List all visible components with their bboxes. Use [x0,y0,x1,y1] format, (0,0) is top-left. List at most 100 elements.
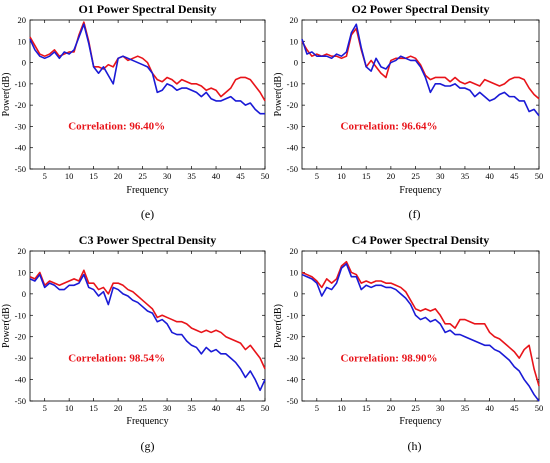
chart-1-series-0-line [301,27,540,100]
chart-0-xtick-label: 50 [261,171,270,181]
chart-1-xtick-label: 30 [436,171,445,181]
chart-0-caption: (e) [141,207,154,221]
chart-2-ytick-label: -20 [15,332,26,342]
chart-1-xtick-label: 10 [337,171,346,181]
chart-2-ytick-label: -50 [15,396,26,406]
chart-1-ytick-label: -20 [287,100,298,110]
chart-2-ytick-label: -30 [15,353,26,363]
chart-2-ylabel: Power(dB) [1,304,12,348]
chart-3-ytick-label: 0 [294,289,298,299]
chart-3-caption: (h) [408,439,422,453]
chart-3-xlabel: Frequency [399,416,441,427]
chart-2-xtick-label: 20 [114,403,123,413]
chart-3-ytick-label: -10 [287,310,298,320]
chart-2-xtick-label: 35 [187,403,196,413]
chart-0-correlation-annotation: Correlation: 96.40% [68,121,165,133]
chart-0-xlabel: Frequency [126,185,168,196]
chart-3-ytick-label: -40 [287,375,298,385]
chart-0-xtick-label: 10 [65,171,74,181]
chart-0-ytick-label: -20 [15,100,26,110]
chart-3-series-1-line [301,263,540,402]
chart-2-xtick-label: 15 [89,403,98,413]
chart-3-ytick-label: -20 [287,332,298,342]
chart-2: C3 Power Spectral Density 5 10 15 20 25 30 35 40… [1,233,269,453]
chart-2-ytick-label: 20 [18,246,27,256]
chart-0-ytick-label: -10 [15,79,26,89]
chart-3-xtick-label: 20 [387,403,396,413]
chart-1-caption: (f) [409,207,421,221]
chart-0: O1 Power Spectral Density 5 10 15 20 25 30 35 40… [1,2,269,221]
chart-1-xtick-label: 15 [362,171,371,181]
chart-0-series-0-line [29,21,266,102]
chart-3-ytick-label: 10 [290,267,299,277]
chart-1-ytick-label: -40 [287,143,298,153]
chart-2-xtick-label: 50 [261,403,270,413]
chart-3-xtick-label: 35 [461,403,470,413]
chart-2-plot-frame [29,250,266,402]
chart-1: O2 Power Spectral Density 5 10 15 20 25 30 35 40… [273,2,543,221]
chart-2-title: C3 Power Spectral Density [79,233,216,247]
chart-0-title: O1 Power Spectral Density [78,2,216,16]
chart-2-caption: (g) [141,439,155,453]
chart-1-ytick-label: -50 [287,164,298,174]
chart-0-ylabel: Power(dB) [1,73,12,117]
chart-3-xtick-label: 30 [436,403,445,413]
chart-3-xtick-label: 40 [485,403,494,413]
chart-0-ytick-label: -30 [15,121,26,131]
chart-0-xtick-label: 45 [236,171,245,181]
chart-1-xtick-label: 5 [315,171,319,181]
chart-3-ytick-label: -50 [287,396,298,406]
chart-0-ytick-label: -50 [15,164,26,174]
chart-0-xtick-label: 15 [89,171,98,181]
chart-1-xtick-label: 50 [535,171,544,181]
chart-0-ytick-label: 10 [18,36,27,46]
chart-3-xtick-label: 25 [411,403,420,413]
chart-2-xlabel: Frequency [126,416,168,427]
chart-0-ytick-label: -40 [15,143,26,153]
chart-2-xtick-label: 30 [163,403,172,413]
chart-3-ytick-label: -30 [287,353,298,363]
chart-2-xtick-label: 25 [138,403,147,413]
chart-2-ytick-label: 10 [18,267,27,277]
chart-3-series-0-line [301,260,540,387]
chart-2-series-1-line [29,273,266,392]
chart-1-xtick-label: 40 [485,171,494,181]
chart-3-xtick-label: 50 [535,403,544,413]
chart-1-xlabel: Frequency [399,185,441,196]
chart-0-xtick-label: 35 [187,171,196,181]
chart-3-title: C4 Power Spectral Density [352,233,489,247]
chart-2-xtick-label: 5 [43,403,47,413]
chart-0-xtick-label: 25 [138,171,147,181]
chart-0-xtick-label: 40 [212,171,221,181]
chart-3-xtick-label: 10 [337,403,346,413]
chart-1-ytick-label: 0 [294,58,298,68]
chart-3-ylabel: Power(dB) [273,304,284,348]
chart-2-xtick-label: 40 [212,403,221,413]
chart-3-correlation-annotation: Correlation: 98.90% [341,352,438,364]
chart-1-correlation-annotation: Correlation: 96.64% [341,121,438,133]
chart-2-xtick-label: 10 [65,403,74,413]
chart-2-ytick-label: 0 [22,289,26,299]
chart-2-correlation-annotation: Correlation: 98.54% [68,352,165,364]
chart-0-xtick-label: 20 [114,171,123,181]
chart-1-ytick-label: 20 [290,15,299,25]
chart-1-xtick-label: 45 [510,171,519,181]
chart-0-ytick-label: 20 [18,15,27,25]
chart-0-ytick-label: 0 [22,58,26,68]
chart-2-xtick-label: 45 [236,403,245,413]
chart-1-title: O2 Power Spectral Density [351,2,489,16]
chart-3-ytick-label: 20 [290,246,299,256]
chart-0-plot-frame [29,19,266,170]
chart-1-xtick-label: 20 [387,171,396,181]
chart-1-xtick-label: 25 [411,171,420,181]
chart-2-ytick-label: -40 [15,375,26,385]
chart-1-ytick-label: 10 [290,36,299,46]
chart-0-series-1-line [29,23,265,115]
chart-3-xtick-label: 5 [315,403,319,413]
chart-1-series-1-line [301,23,540,117]
chart-3-xtick-label: 45 [510,403,519,413]
chart-1-ytick-label: -30 [287,121,298,131]
chart-1-plot-frame [301,19,540,170]
